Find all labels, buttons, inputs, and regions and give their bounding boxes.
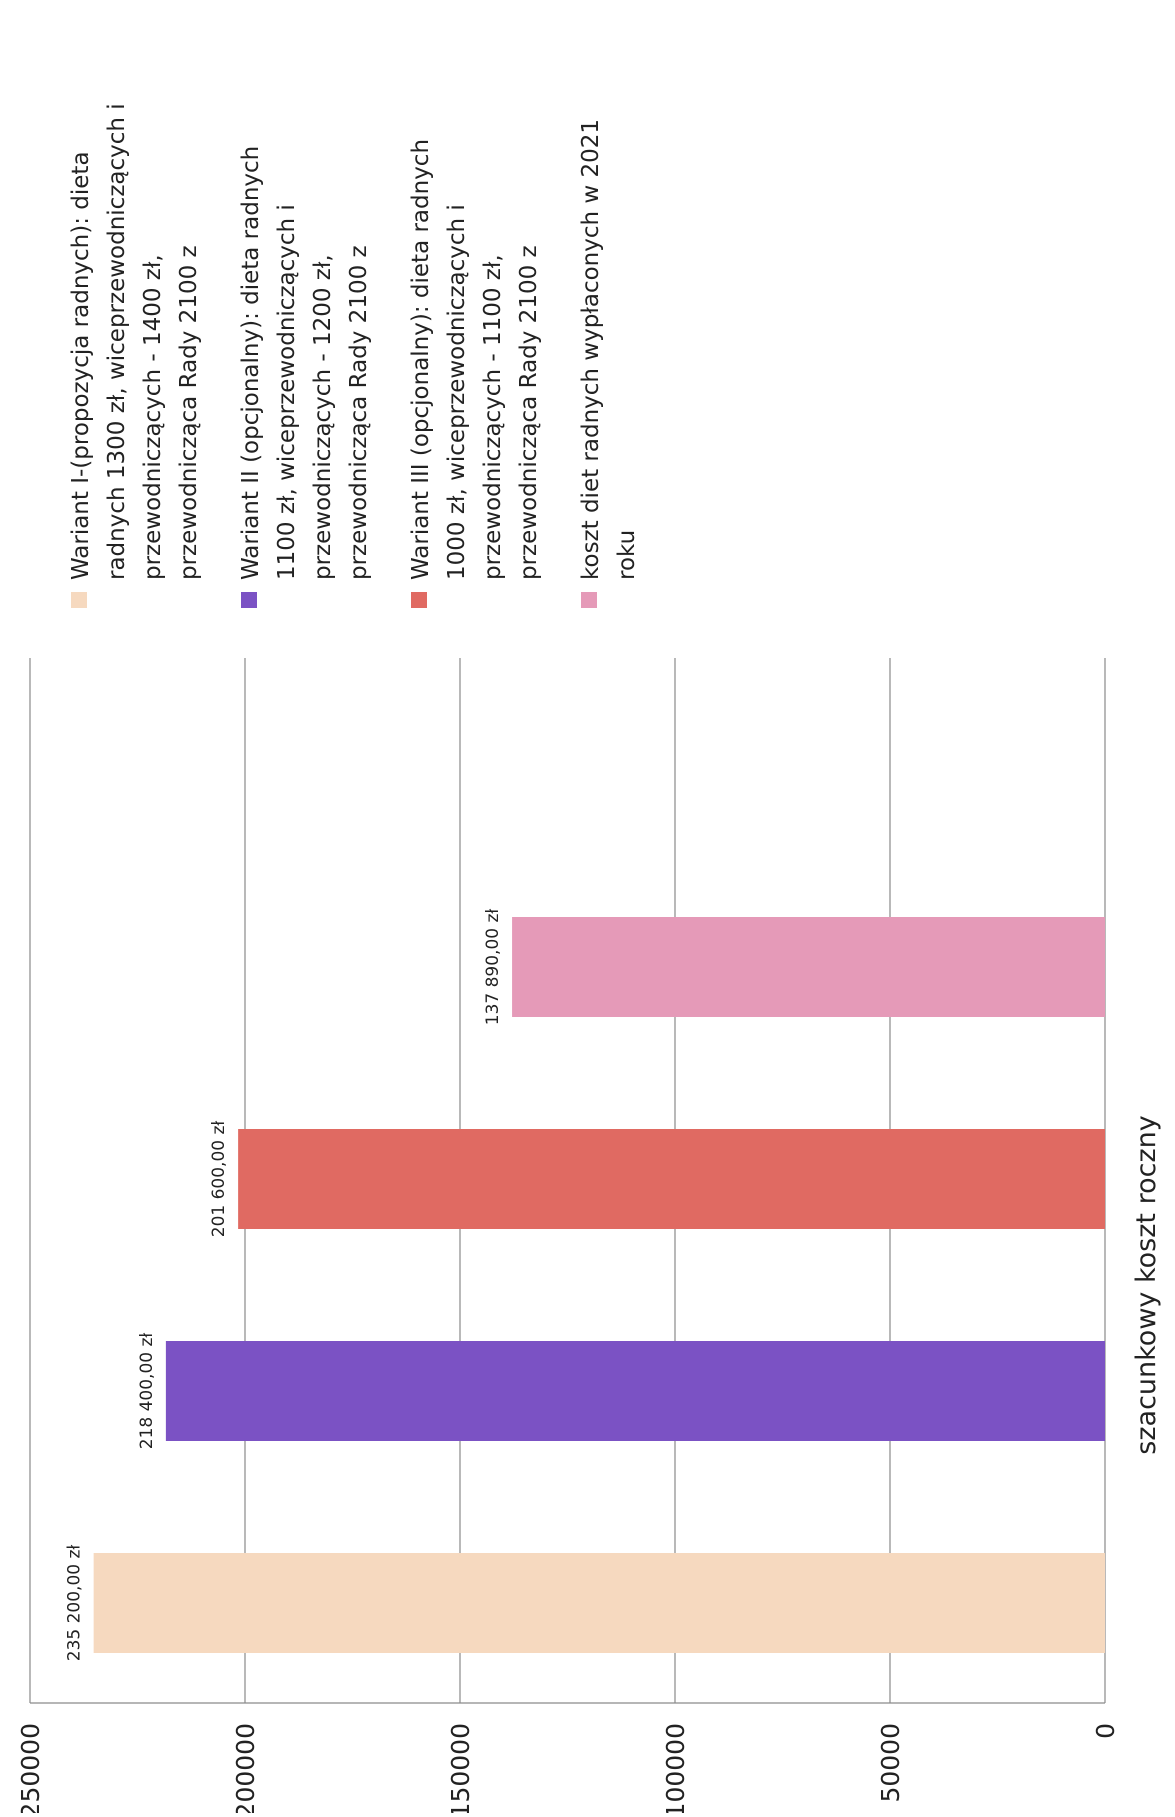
bar-series-3 — [238, 1129, 1105, 1229]
legend-line: Wariant III (opcjonalny): dieta radnych — [408, 139, 434, 580]
legend-line: przewodnicząca Rady 2100 z — [516, 245, 542, 580]
y-tick-label: 50000 — [876, 1723, 905, 1803]
bar-series-2 — [165, 1341, 1105, 1441]
legend-label-1: Wariant I-(propozycja radnych): dieta rad… — [68, 103, 202, 580]
legend-label-2: Wariant II (opcjonalny): dieta radnych 11… — [238, 146, 372, 580]
y-axis-ticks: 0 50000 100000 150000 200000 250000 — [16, 1723, 1120, 1817]
bar-value-label: 201 600,00 zł — [209, 1121, 229, 1238]
bar-series-1 — [93, 1553, 1105, 1653]
legend-line: Wariant I-(propozycja radnych): dieta — [68, 151, 94, 580]
y-tick-label: 150000 — [446, 1723, 475, 1813]
bar-value-label: 218 400,00 zł — [137, 1333, 157, 1450]
legend-line: 1100 zł, wiceprzewodniczących i — [274, 204, 300, 580]
legend-line: przewodnicząca Rady 2100 z — [176, 245, 202, 580]
y-tick-label: 0 — [1091, 1723, 1120, 1739]
legend-swatch-4 — [581, 592, 597, 608]
y-tick-label: 250000 — [16, 1723, 45, 1813]
y-tick-label: 200000 — [231, 1723, 260, 1813]
legend-line: przewodniczących - 1400 zł, — [140, 254, 166, 580]
legend-swatch-3 — [411, 592, 427, 608]
legend-swatch-2 — [241, 592, 257, 608]
legend-line: przewodniczących - 1200 zł, — [310, 254, 336, 580]
bar-value-label: 235 200,00 zł — [65, 1545, 85, 1662]
legend-label-4: koszt diet radnych wypłaconych w 2021 rok… — [578, 119, 640, 580]
legend-label-3: Wariant III (opcjonalny): dieta radnych 1… — [408, 139, 542, 580]
legend-line: przewodnicząca Rady 2100 z — [346, 245, 372, 580]
legend-line: roku — [614, 530, 640, 580]
bar-value-labels: 235 200,00 zł 218 400,00 zł 201 600,00 zł 1… — [65, 909, 503, 1662]
bars — [93, 917, 1105, 1653]
legend-swatch-1 — [71, 592, 87, 608]
legend-line: 1000 zł, wiceprzewodniczących i — [444, 204, 470, 580]
legend-line: koszt diet radnych wypłaconych w 2021 — [578, 119, 604, 580]
legend-line: przewodniczących - 1100 zł, — [480, 254, 506, 580]
bar-series-4 — [512, 917, 1105, 1017]
y-tick-label: 100000 — [661, 1723, 690, 1813]
legend-line: radnych 1300 zł, wiceprzewodniczących i — [104, 103, 130, 580]
legend-line: Wariant II (opcjonalny): dieta radnych — [238, 146, 264, 580]
legend: Wariant I-(propozycja radnych): dieta rad… — [68, 103, 640, 608]
x-axis-label: szacunkowy koszt roczny — [1131, 1115, 1162, 1454]
bar-value-label: 137 890,00 zł — [483, 909, 503, 1026]
